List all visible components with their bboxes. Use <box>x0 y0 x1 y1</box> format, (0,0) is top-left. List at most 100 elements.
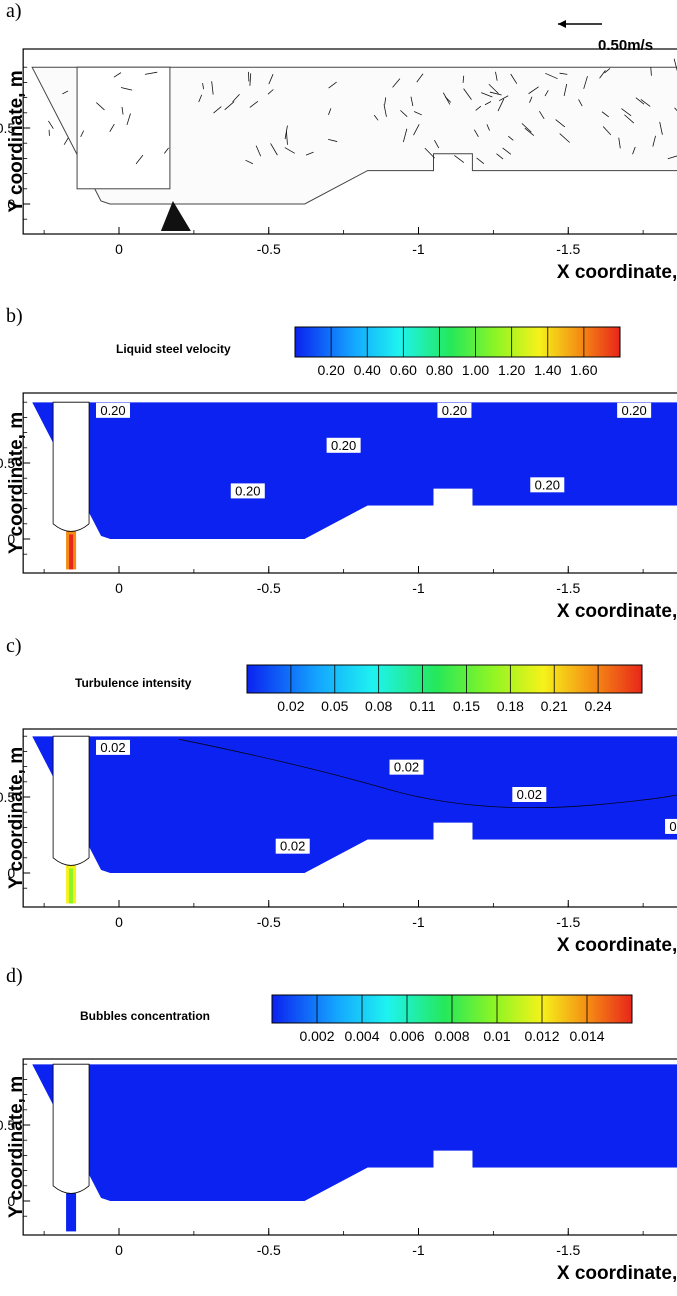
contour-label: 0.20 <box>617 403 651 418</box>
colorbar-tick-label: 1.00 <box>462 362 489 378</box>
x-tick-label: -1 <box>412 914 425 930</box>
colorbar-tick-label: 1.20 <box>498 362 525 378</box>
x-tick-label: -0.5 <box>257 580 281 596</box>
colorbar-tick-label: 0.05 <box>321 698 348 714</box>
panel-label-d: d) <box>6 965 23 988</box>
x-tick-label: 0 <box>115 241 123 257</box>
inlet-jet-core <box>69 534 73 569</box>
contour-label-text: 0.20 <box>100 403 125 418</box>
panel-c: c) 0.020.020.020.020.020.020.050.050.110… <box>0 635 677 955</box>
contour-label: 0.02 <box>390 760 424 775</box>
vector <box>454 155 464 162</box>
contour-label-text: 0.02 <box>394 760 419 775</box>
x-tick-label: -1 <box>412 1242 425 1258</box>
vector <box>64 138 68 145</box>
panel-label-b: b) <box>6 305 23 328</box>
colorbar-title: Bubbles concentration <box>80 1009 210 1023</box>
x-tick-label: -0.5 <box>257 241 281 257</box>
contour-label-text: 0.20 <box>621 403 646 418</box>
contour-label-text: 0.02 <box>280 839 305 854</box>
colorbar-d: 0.002 0.004 0.006 0.008 0.01 0.012 0.014 <box>272 995 632 1044</box>
y-axis-label: Y coordinate, m <box>6 747 27 889</box>
colorbar-c: 0.020.050.080.110.150.180.210.24 <box>247 665 642 714</box>
colorbar-tick-label: 0.012 <box>524 1028 559 1044</box>
x-tick-label: -0.5 <box>257 914 281 930</box>
velocity-contour-chart: 0.200.200.200.200.200.200.200.200.200.20… <box>0 305 677 625</box>
x-axis-label: X coordinate, m <box>557 935 677 955</box>
x-axis-label: X coordinate, m <box>557 1263 677 1284</box>
colorbar-tick-label: 0.014 <box>569 1028 604 1044</box>
colorbar-tick-label: 0.15 <box>453 698 480 714</box>
field-background <box>32 402 677 539</box>
panel-label-c: c) <box>6 635 22 658</box>
x-tick-label: -1 <box>412 241 425 257</box>
reference-vector-label: 0.50m/s <box>598 37 653 54</box>
colorbar-title: Liquid steel velocity <box>116 342 231 356</box>
vector-field-chart: 0.50m/sAr0-0.5-1-1.5-2-2.5-3-3.500.5X co… <box>0 0 677 300</box>
y-axis-label: Y coordinate, m <box>6 70 27 212</box>
x-axis-label: X coordinate, m <box>557 262 677 283</box>
colorbar-tick-label: 0.002 <box>299 1028 334 1044</box>
contour-field <box>32 400 677 539</box>
contour-label: 0.02 <box>96 740 130 755</box>
contour-label-text: 0.02 <box>669 819 677 834</box>
contour-field <box>32 1051 677 1201</box>
x-tick-label: -1.5 <box>556 914 580 930</box>
contour-label: 0.20 <box>96 403 130 418</box>
contour-label: 0.20 <box>231 483 265 498</box>
colorbar-tick-label: 0.80 <box>426 362 453 378</box>
colorbar-tick-label: 0.60 <box>390 362 417 378</box>
x-axis-label: X coordinate, m <box>557 601 677 622</box>
field-background <box>32 1064 677 1201</box>
panel-label-a: a) <box>6 0 22 23</box>
contour-label-text: 0.02 <box>517 787 542 802</box>
colorbar-tick-label: 0.24 <box>584 698 611 714</box>
bubbles-contour-chart: 0.002 0.004 0.006 0.008 0.01 0.012 0.014 Bubble… <box>0 965 677 1291</box>
x-tick-label: -1.5 <box>556 1242 580 1258</box>
contour-label: 0.20 <box>437 403 471 418</box>
contour-label-text: 0.20 <box>535 477 560 492</box>
colorbar-tick-label: 0.40 <box>354 362 381 378</box>
nozzle <box>53 1064 89 1193</box>
colorbar-tick-label: 0.08 <box>365 698 392 714</box>
x-tick-label: -1.5 <box>556 580 580 596</box>
panel-d: d) 0.002 0.004 0.006 0.008 0.01 0.012 0.014 Bub… <box>0 965 677 1291</box>
y-axis-label: Y coordinate, m <box>6 412 27 554</box>
contour-label: 0.20 <box>327 438 361 453</box>
colorbar-tick-label: 0.004 <box>344 1028 379 1044</box>
colorbar-b: 0.20 0.40 0.60 0.80 1.00 1.20 1.40 1.60 <box>295 327 620 378</box>
panel-a: a) 0.50m/sAr0-0.5-1-1.5-2-2.5-3-3.500.5X… <box>0 0 677 300</box>
x-tick-label: -0.5 <box>257 1242 281 1258</box>
colorbar-title: Turbulence intensity <box>75 676 192 690</box>
contour-label-text: 0.20 <box>442 403 467 418</box>
contour-label-text: 0.20 <box>235 483 260 498</box>
nozzle <box>77 67 170 189</box>
turbulence-contour-chart: 0.020.020.020.020.020.020.050.050.110.05… <box>0 635 677 955</box>
colorbar-tick-label: 0.11 <box>409 698 435 714</box>
x-tick-label: 0 <box>115 914 123 930</box>
contour-label: 0.20 <box>530 477 564 492</box>
contour-label: 0.02 <box>276 839 310 854</box>
contour-label: 0.02 <box>512 787 546 802</box>
contour-label-text: 0.02 <box>100 740 125 755</box>
inlet-jet <box>66 1193 76 1231</box>
reference-vector-head <box>558 20 566 28</box>
nozzle <box>53 402 89 531</box>
colorbar-tick-label: 0.008 <box>434 1028 469 1044</box>
colorbar-gradient <box>247 665 642 693</box>
panel-b: b) 0.200.200.200.200.200.200.200.200.200… <box>0 305 677 625</box>
colorbar-tick-label: 0.02 <box>277 698 304 714</box>
colorbar-tick-label: 1.60 <box>570 362 597 378</box>
colorbar-tick-label: 1.40 <box>534 362 561 378</box>
y-axis-label: Y coordinate, m <box>6 1076 27 1218</box>
inlet-jet-core <box>69 868 73 903</box>
x-tick-label: 0 <box>115 580 123 596</box>
x-tick-label: 0 <box>115 1242 123 1258</box>
colorbar-tick-label: 0.006 <box>389 1028 424 1044</box>
colorbar-gradient <box>295 327 620 357</box>
colorbar-tick-label: 0.01 <box>483 1028 510 1044</box>
field-background <box>32 736 677 873</box>
colorbar-tick-label: 0.18 <box>497 698 524 714</box>
colorbar-tick-label: 0.20 <box>317 362 344 378</box>
vector <box>48 121 53 129</box>
